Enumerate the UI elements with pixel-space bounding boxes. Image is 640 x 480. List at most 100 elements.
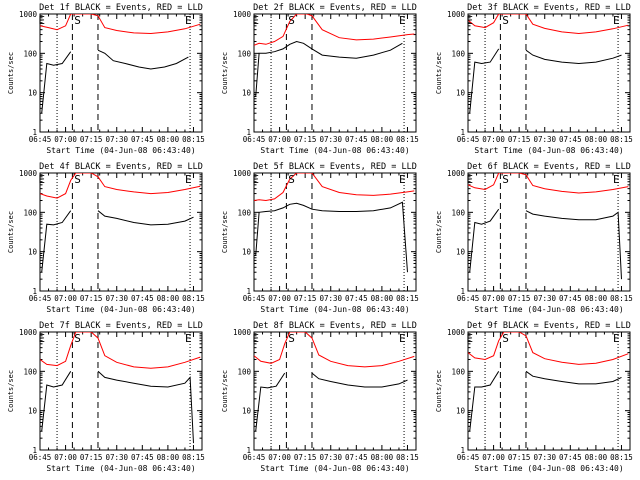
x-tick-label: 07:15 <box>508 294 531 303</box>
panel-title: Det 6f BLACK = Events, RED = LLD <box>467 162 631 172</box>
marker-label: E <box>399 14 406 27</box>
x-tick-label: 06:45 <box>457 135 480 144</box>
y-tick-label: 10 <box>242 407 252 416</box>
y-tick-label: 1000 <box>19 169 38 178</box>
x-tick-label: 07:15 <box>80 135 103 144</box>
x-axis-label: Start Time (04-Jun-08 06:43:40) <box>260 305 409 314</box>
marker-label: E <box>613 332 620 345</box>
marker-label: S <box>502 332 509 345</box>
plot-frame <box>253 13 417 133</box>
x-tick-label: 08:00 <box>371 294 394 303</box>
marker-label: E <box>466 14 473 27</box>
panel-title: Det 9f BLACK = Events, RED = LLD <box>467 321 631 331</box>
y-tick-label: 1000 <box>447 169 466 178</box>
x-axis-label: Start Time (04-Jun-08 06:43:40) <box>260 464 409 473</box>
y-axis-label: Counts/sec <box>435 52 443 94</box>
lld-line <box>40 173 201 199</box>
x-tick-label: 07:45 <box>345 294 368 303</box>
panel-1: Det 1f BLACK = Events, RED = LLD Counts/s… <box>7 3 205 155</box>
x-tick-label: 07:30 <box>105 453 128 462</box>
series-group <box>468 14 629 114</box>
marker-label: E <box>399 173 406 186</box>
x-tick-label: 07:30 <box>533 453 556 462</box>
lld-line <box>254 173 415 202</box>
plot-frame <box>39 172 203 292</box>
marker-label: E <box>613 173 620 186</box>
x-tick-label: 08:15 <box>396 453 419 462</box>
x-tick-label: 06:45 <box>457 453 480 462</box>
y-tick-label: 1 <box>460 128 465 137</box>
y-tick-label: 10 <box>456 248 466 257</box>
x-tick-label: 07:00 <box>54 294 77 303</box>
x-tick-label: 07:45 <box>131 294 154 303</box>
x-tick-label: 07:45 <box>345 453 368 462</box>
x-tick-label: 08:15 <box>610 453 633 462</box>
y-tick-label: 1 <box>32 446 37 455</box>
x-tick-label: 07:15 <box>508 135 531 144</box>
events-line <box>41 49 189 114</box>
series-group <box>40 173 201 273</box>
lld-line <box>40 332 201 369</box>
x-tick-label: 07:15 <box>80 453 103 462</box>
x-axis-label: Start Time (04-Jun-08 06:43:40) <box>46 464 195 473</box>
x-axis-label: Start Time (04-Jun-08 06:43:40) <box>474 146 623 155</box>
x-tick-label: 08:15 <box>182 453 205 462</box>
y-tick-label: 1000 <box>19 328 38 337</box>
y-axis-label: Counts/sec <box>221 370 229 412</box>
x-tick-label: 06:45 <box>29 135 52 144</box>
y-tick-label: 1000 <box>447 10 466 19</box>
marker-label: E <box>466 332 473 345</box>
plot-frame <box>253 331 417 451</box>
y-axis-label: Counts/sec <box>7 52 15 94</box>
y-tick-label: 10 <box>242 89 252 98</box>
y-tick-label: 100 <box>23 49 37 58</box>
y-tick-label: 1000 <box>19 10 38 19</box>
y-tick-label: 1 <box>32 287 37 296</box>
x-tick-label: 07:30 <box>105 135 128 144</box>
series-group <box>254 173 415 273</box>
panel-9: Det 9f BLACK = Events, RED = LLD Counts/s… <box>435 321 633 473</box>
y-tick-label: 1 <box>460 287 465 296</box>
lld-line <box>468 173 629 194</box>
x-tick-label: 07:15 <box>294 453 317 462</box>
y-tick-label: 10 <box>242 248 252 257</box>
lld-line <box>468 14 629 35</box>
marker-label: E <box>466 173 473 186</box>
marker-label: E <box>185 332 192 345</box>
panel-5: Det 5f BLACK = Events, RED = LLD Counts/s… <box>221 162 419 314</box>
y-tick-label: 1 <box>246 128 251 137</box>
x-tick-label: 07:00 <box>54 453 77 462</box>
x-tick-label: 07:15 <box>80 294 103 303</box>
marker-label: S <box>74 332 81 345</box>
y-tick-label: 1000 <box>233 328 252 337</box>
x-tick-label: 07:00 <box>268 294 291 303</box>
x-tick-label: 07:00 <box>268 453 291 462</box>
marker-label: S <box>288 173 295 186</box>
panel-7: Det 7f BLACK = Events, RED = LLD Counts/s… <box>7 321 205 473</box>
marker-label: S <box>288 332 295 345</box>
y-tick-label: 1 <box>246 287 251 296</box>
x-tick-label: 07:00 <box>482 453 505 462</box>
events-line <box>469 48 622 114</box>
y-tick-label: 10 <box>28 407 38 416</box>
marker-label: E <box>38 173 45 186</box>
lld-line <box>468 332 629 365</box>
x-tick-label: 08:00 <box>157 135 180 144</box>
x-tick-label: 08:00 <box>157 294 180 303</box>
y-tick-label: 1 <box>32 128 37 137</box>
marker-label: S <box>288 14 295 27</box>
events-line <box>255 201 408 273</box>
panel-title: Det 8f BLACK = Events, RED = LLD <box>253 321 417 331</box>
y-tick-label: 10 <box>28 89 38 98</box>
panel-title: Det 1f BLACK = Events, RED = LLD <box>39 3 203 13</box>
x-tick-label: 06:45 <box>243 135 266 144</box>
y-tick-label: 1 <box>460 446 465 455</box>
panel-title: Det 5f BLACK = Events, RED = LLD <box>253 162 417 172</box>
x-tick-label: 07:15 <box>294 294 317 303</box>
x-tick-label: 08:00 <box>585 135 608 144</box>
x-tick-label: 07:15 <box>294 135 317 144</box>
x-axis-label: Start Time (04-Jun-08 06:43:40) <box>474 305 623 314</box>
x-tick-label: 07:45 <box>345 135 368 144</box>
y-tick-label: 100 <box>23 367 37 376</box>
y-axis-label: Counts/sec <box>7 211 15 253</box>
